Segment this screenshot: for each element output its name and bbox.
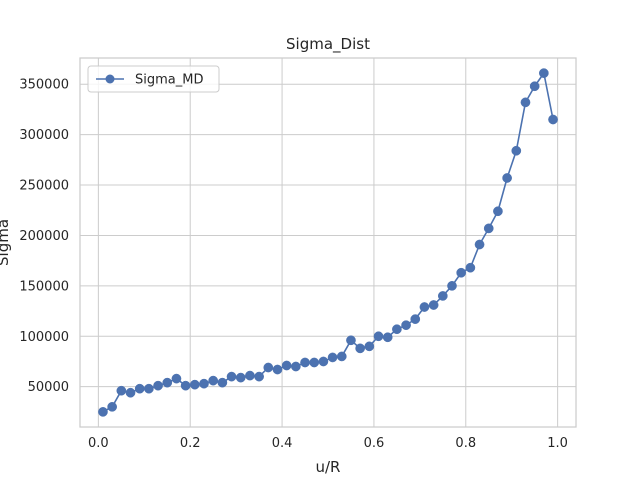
chart-title: Sigma_Dist <box>286 35 370 54</box>
y-axis-label: Sigma <box>0 219 12 266</box>
data-point <box>263 362 274 373</box>
data-point <box>318 356 329 367</box>
legend-box <box>87 65 220 93</box>
data-point <box>327 352 338 363</box>
data-point <box>346 335 356 346</box>
tick-labels: 0.0 0.2 0.4 0.6 0.8 1.0 50000 100000 150000 20000… <box>19 78 568 451</box>
data-point <box>437 291 448 301</box>
data-point <box>134 383 145 394</box>
data-point <box>364 341 375 352</box>
data-point <box>493 206 503 217</box>
grid-lines <box>80 58 576 427</box>
data-point <box>382 332 393 343</box>
data-point <box>217 377 228 388</box>
data-point <box>355 343 365 354</box>
y-tick-label: 150000 <box>19 279 69 294</box>
x-tick-label: 0.0 <box>88 436 109 451</box>
data-point <box>511 145 522 156</box>
data-point <box>254 371 264 382</box>
data-point <box>447 281 457 291</box>
data-point <box>520 97 531 108</box>
legend: Sigma_MD <box>87 65 220 93</box>
data-point <box>465 262 476 273</box>
legend-label: Sigma_MD <box>135 73 203 88</box>
data-point <box>291 361 301 372</box>
data-point <box>419 302 430 312</box>
data-point <box>235 372 246 383</box>
legend-marker-swatch <box>105 74 115 84</box>
y-tick-label: 300000 <box>19 128 69 143</box>
data-point <box>144 383 154 394</box>
data-point <box>180 380 191 391</box>
data-point <box>392 324 402 335</box>
data-point <box>428 300 439 310</box>
data-point <box>245 370 255 381</box>
x-tick-label: 0.6 <box>364 436 385 451</box>
y-tick-label: 250000 <box>19 179 69 194</box>
y-tick-label: 350000 <box>19 78 69 93</box>
data-point <box>208 375 219 386</box>
data-point <box>153 380 163 391</box>
data-point <box>483 223 494 234</box>
x-tick-label: 0.4 <box>272 436 293 451</box>
data-point <box>162 377 173 388</box>
data-point <box>474 239 485 250</box>
data-point <box>107 401 117 412</box>
x-tick-label: 0.2 <box>180 436 201 451</box>
data-point <box>125 387 136 398</box>
data-point <box>336 351 347 362</box>
data-point <box>456 267 467 278</box>
data-point <box>199 378 209 389</box>
data-point <box>410 314 421 324</box>
data-point <box>272 364 283 375</box>
data-point <box>98 407 108 417</box>
series-layer <box>98 68 558 417</box>
y-tick-label: 100000 <box>19 330 69 345</box>
data-point <box>300 357 310 368</box>
plot-frame <box>79 57 577 428</box>
data-point <box>539 68 549 78</box>
data-point <box>548 114 558 125</box>
data-point <box>373 331 384 342</box>
data-point <box>309 357 320 368</box>
data-point <box>529 81 540 92</box>
data-point <box>226 371 237 382</box>
y-tick-label: 50000 <box>28 380 69 395</box>
data-point <box>116 385 127 396</box>
data-point <box>189 379 200 390</box>
x-axis-label: u/R <box>316 458 341 476</box>
data-point <box>502 173 512 183</box>
data-point <box>401 320 411 331</box>
y-tick-label: 200000 <box>19 229 69 244</box>
x-tick-label: 0.8 <box>455 436 476 451</box>
data-point <box>171 373 182 384</box>
data-point <box>281 360 292 371</box>
x-tick-label: 1.0 <box>547 436 568 451</box>
